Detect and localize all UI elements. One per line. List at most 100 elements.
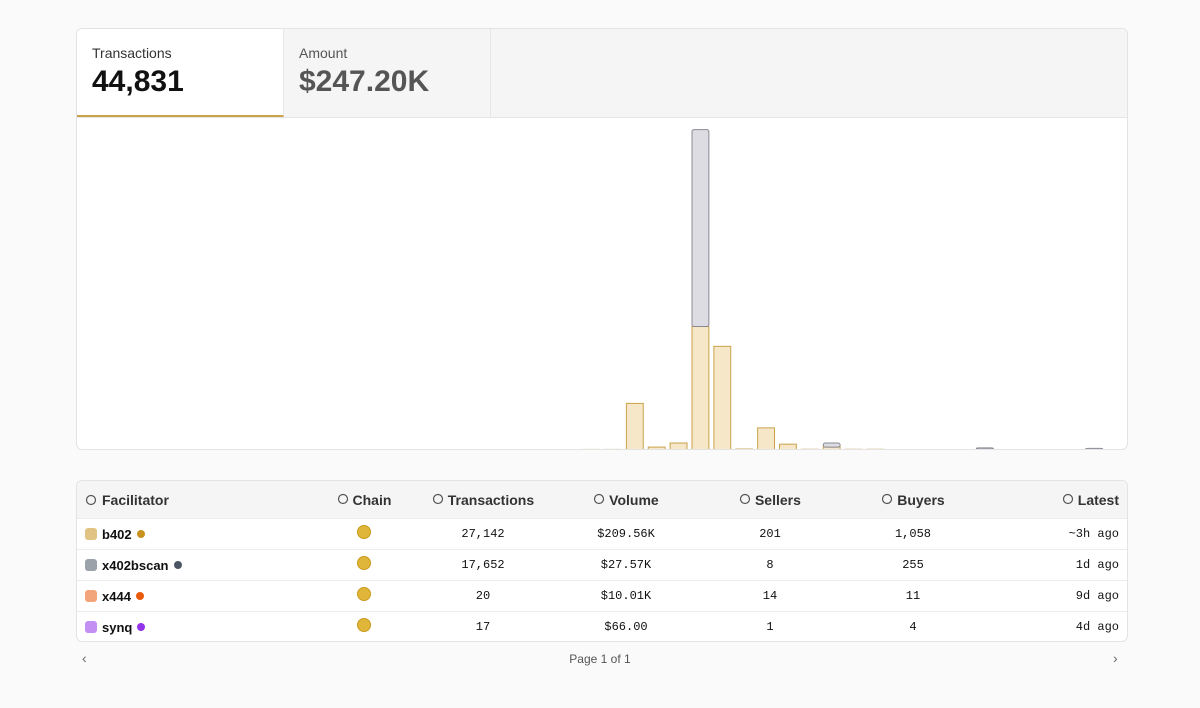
cell: 27,142 (461, 527, 505, 541)
column-header: Transactions (421, 492, 545, 508)
bar (713, 345, 732, 449)
icon (337, 493, 348, 504)
cell: 4 (909, 620, 917, 634)
bar (844, 448, 863, 449)
facilitator-cell: b402 (77, 527, 307, 542)
bar (800, 448, 819, 449)
cell: 17 (475, 620, 491, 634)
table-row: x444 20 $10.01K 14 11 9d ago (77, 580, 1127, 611)
status-dot (173, 561, 182, 569)
icon (85, 494, 97, 505)
bar (866, 448, 885, 449)
chain-cell (307, 556, 421, 574)
bar (779, 443, 797, 449)
cell: 9d ago (1075, 589, 1119, 603)
column-label: Sellers (754, 491, 801, 508)
tab-label: Transactions (92, 45, 172, 61)
cell: $66.00 (604, 620, 648, 634)
icon-shape (739, 493, 751, 504)
column-label: Buyers (897, 491, 945, 508)
tabs: Transactions 44,831 Amount $247.20K (77, 29, 1127, 118)
bar (1085, 447, 1104, 449)
cell: 1,058 (894, 527, 931, 541)
facilitator-icon (85, 528, 97, 540)
status-dot (135, 592, 144, 600)
chain-cell (307, 587, 421, 605)
chain-cell (307, 618, 421, 636)
cell: $27.57K (600, 558, 652, 572)
table-body: b402 27,142 $209.56K 201 1,058 ~3h ago x402bsc… (77, 518, 1127, 641)
bar (822, 442, 841, 448)
bar (975, 448, 994, 449)
table-row: synq 17 $66.00 1 4 4d ago (77, 611, 1127, 641)
facilitator-cell: x444 (77, 589, 307, 604)
icon (739, 493, 751, 504)
table: Facilitator Chain Transactions Volume Se… (76, 480, 1128, 642)
column-header: Sellers (707, 492, 833, 508)
column-header: Chain (307, 492, 421, 508)
icon (882, 493, 893, 504)
cell: ~3h ago (1068, 527, 1119, 541)
chain-cell (307, 525, 421, 543)
cell: 20 (475, 589, 491, 603)
cell: 8 (766, 558, 774, 572)
facilitator-name: synq (102, 619, 133, 635)
cell: 14 (762, 589, 778, 603)
cell: 17,652 (461, 558, 505, 572)
cell: 255 (902, 558, 924, 572)
bar (691, 326, 710, 449)
chain-icon (357, 587, 371, 601)
icon-shape (85, 494, 97, 505)
facilitator-icon (85, 621, 97, 633)
cell: $209.56K (597, 527, 655, 541)
cell: 1 (766, 620, 774, 634)
icon-shape (1062, 493, 1073, 504)
bar (691, 129, 710, 328)
tab-value: 44,831 (92, 65, 184, 98)
icon-shape (594, 493, 605, 504)
table-header: Facilitator Chain Transactions Volume Se… (77, 481, 1127, 518)
cell: 1d ago (1075, 558, 1119, 572)
status-dot (137, 623, 146, 631)
bar (582, 448, 600, 449)
column-label: Transactions (447, 491, 535, 508)
bar (669, 442, 688, 449)
cell: $10.01K (600, 589, 652, 603)
cell: 201 (759, 527, 781, 541)
icon (432, 493, 443, 504)
facilitator-name: x444 (102, 588, 131, 604)
facilitator-cell: synq (77, 620, 307, 635)
bar (757, 427, 775, 449)
column-label: Facilitator (102, 491, 169, 508)
icon-shape (432, 493, 443, 504)
tab[interactable]: Transactions 44,831 (77, 29, 284, 117)
facilitator-name: b402 (102, 526, 132, 542)
tab-label: Amount (299, 45, 348, 61)
column-label: Latest (1077, 491, 1119, 508)
icon-shape (337, 493, 348, 504)
bar (625, 402, 644, 449)
icon (594, 493, 605, 504)
chart-card: Transactions 44,831 Amount $247.20K (76, 28, 1128, 450)
bar (604, 448, 622, 449)
icon (1062, 493, 1073, 504)
bar (647, 446, 666, 449)
chart (582, 129, 1104, 449)
tab[interactable]: Amount $247.20K (284, 29, 491, 117)
table-row: b402 27,142 $209.56K 201 1,058 ~3h ago (77, 518, 1127, 549)
column-header: Buyers (833, 492, 993, 508)
status-dot (136, 530, 145, 538)
pagination: Page 1 of 1 (569, 652, 631, 666)
cell: 4d ago (1075, 620, 1119, 634)
bar (735, 448, 754, 449)
next-button[interactable]: › (1113, 650, 1118, 666)
facilitator-cell: x402bscan (77, 558, 307, 573)
chain-icon (357, 525, 371, 539)
facilitator-name: x402bscan (102, 557, 169, 573)
column-header: Volume (545, 492, 707, 508)
column-label: Chain (352, 491, 392, 508)
column-label: Volume (609, 491, 659, 508)
prev-button[interactable]: ‹ (82, 650, 87, 666)
bar (975, 447, 994, 449)
